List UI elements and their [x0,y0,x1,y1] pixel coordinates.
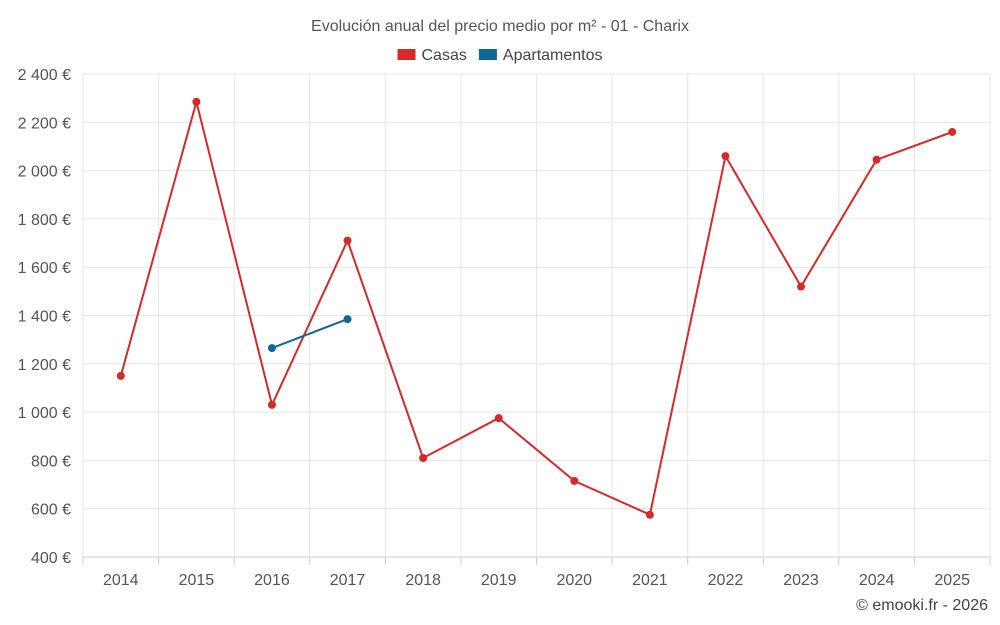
data-point [116,371,125,380]
y-tick-label: 2 200 € [18,115,71,132]
legend-swatch [478,49,497,60]
legend-item: Casas [397,47,467,64]
y-tick-label: 600 € [31,502,71,519]
data-point [570,476,579,485]
data-point [267,344,276,353]
y-tick-label: 400 € [31,550,71,567]
x-tick-label: 2018 [405,572,441,589]
y-tick-label: 1 800 € [18,212,71,229]
data-point [948,127,957,136]
y-tick-label: 2 400 € [18,67,71,84]
series-line [271,318,348,350]
legend-swatch [397,49,416,60]
legend-label: Apartamentos [503,47,603,64]
data-point [797,282,806,291]
credit-text: © emooki.fr - 2026 [856,597,988,614]
data-point [645,510,654,519]
series-apartamentos [267,315,352,353]
y-tick-label: 2 000 € [18,164,71,181]
y-tick-label: 1 200 € [18,357,71,374]
y-tick-label: 800 € [31,453,71,470]
y-tick-label: 1 000 € [18,405,71,422]
x-tick-label: 2022 [708,572,744,589]
data-point [872,155,881,164]
legend-item: Apartamentos [478,47,603,64]
x-tick-label: 2017 [330,572,366,589]
x-tick-label: 2016 [254,572,290,589]
data-point [343,315,352,324]
x-tick-label: 2025 [934,572,970,589]
data-point [343,236,352,245]
chart-title: Evolución anual del precio medio por m² … [311,18,689,35]
x-tick-label: 2024 [859,572,895,589]
series-line [119,97,953,517]
y-tick-label: 1 400 € [18,309,71,326]
data-point [721,152,730,161]
y-tick-label: 1 600 € [18,260,71,277]
series-casas [116,97,957,519]
legend: Casas Apartamentos [397,47,603,64]
legend-label: Casas [422,47,467,64]
x-tick-label: 2015 [179,572,215,589]
axes: 400 € 600 € 800 € 1 000 € 1 200 € 1 400 € 1 60… [18,67,991,589]
series-group [116,97,957,519]
x-tick-label: 2014 [103,572,139,589]
data-point [419,453,428,462]
x-tick-label: 2020 [556,572,592,589]
data-point [192,97,201,106]
x-tick-label: 2023 [783,572,819,589]
data-point [267,400,276,409]
x-tick-label: 2021 [632,572,668,589]
grid [82,73,991,558]
data-point [494,414,503,423]
x-tick-label: 2019 [481,572,517,589]
